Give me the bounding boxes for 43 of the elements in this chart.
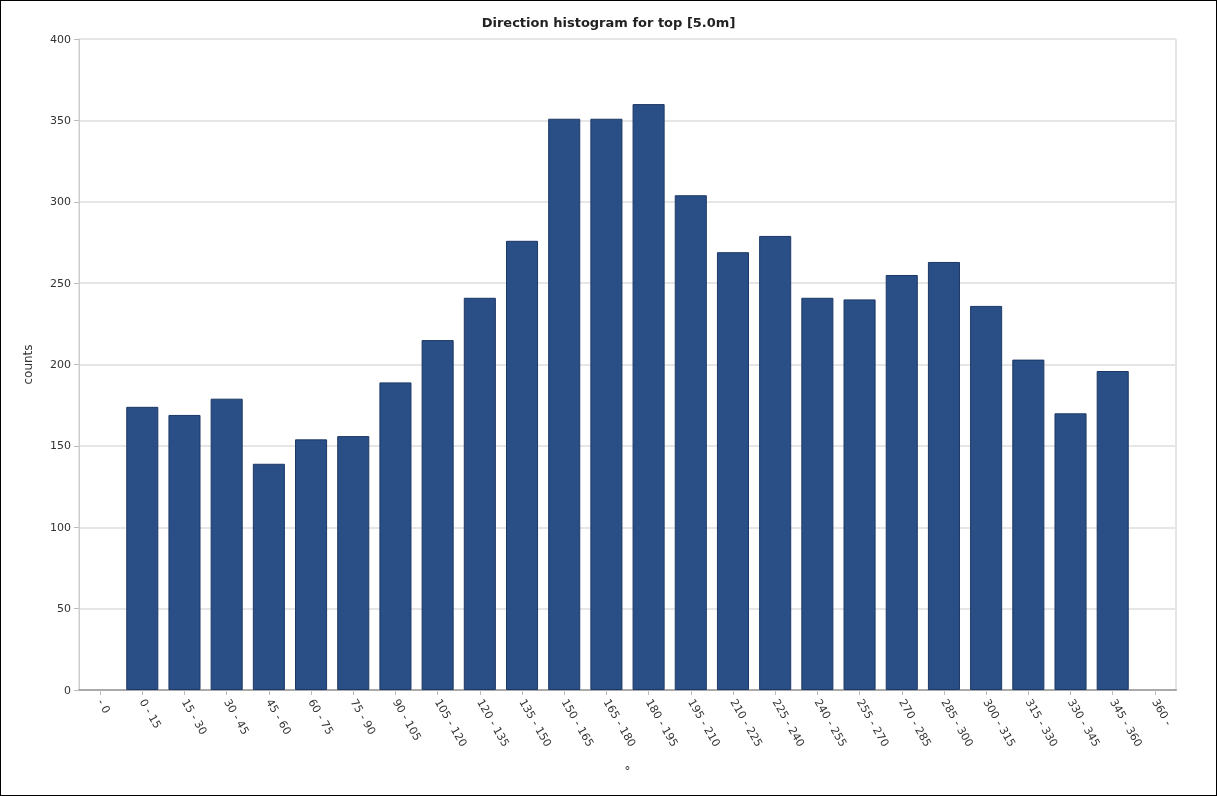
bar [590, 118, 623, 690]
bar [252, 463, 285, 690]
bar [801, 297, 834, 690]
bar [970, 305, 1003, 690]
y-tick-label: 50 [57, 602, 71, 616]
bar [843, 299, 876, 690]
x-tick-label: - 0 [94, 696, 113, 716]
bar [759, 235, 792, 690]
bar [548, 118, 581, 690]
bar [168, 414, 201, 690]
y-tick-label: 350 [50, 113, 71, 127]
bar [674, 195, 707, 690]
y-tick-label: 0 [64, 683, 71, 697]
y-tick-label: 300 [50, 195, 71, 209]
bar [885, 274, 918, 690]
bar [505, 240, 539, 690]
bar [1054, 413, 1087, 690]
bar [210, 398, 243, 690]
bar [421, 340, 454, 690]
y-tick-label: 200 [50, 358, 71, 371]
y-tick-label: 100 [50, 520, 71, 534]
bar [927, 261, 960, 690]
x-tick-label: 60 - 75 [305, 696, 337, 737]
x-tick-label: 45 - 60 [263, 696, 294, 737]
bar [126, 406, 159, 690]
bar [1012, 359, 1045, 690]
chart-title: Direction histogram for top [5.0m] [481, 15, 736, 30]
x-tick-label: 0 - 15 [136, 696, 164, 731]
y-axis-title: counts [21, 344, 35, 385]
x-axis-title: ° [624, 764, 631, 778]
bar [295, 439, 328, 690]
y-tick-label: 400 [50, 32, 71, 46]
bar [632, 104, 665, 690]
bar [463, 297, 496, 690]
y-tick-label: 150 [50, 439, 71, 453]
bar [1096, 371, 1129, 690]
x-tick-label: 15 - 30 [178, 696, 210, 737]
bar [337, 436, 370, 690]
x-tick-label: 30 - 45 [221, 696, 252, 737]
bar [379, 382, 412, 690]
y-tick-label: 250 [50, 276, 71, 290]
x-tick-label: 75 - 90 [347, 696, 379, 737]
bar [716, 252, 750, 690]
